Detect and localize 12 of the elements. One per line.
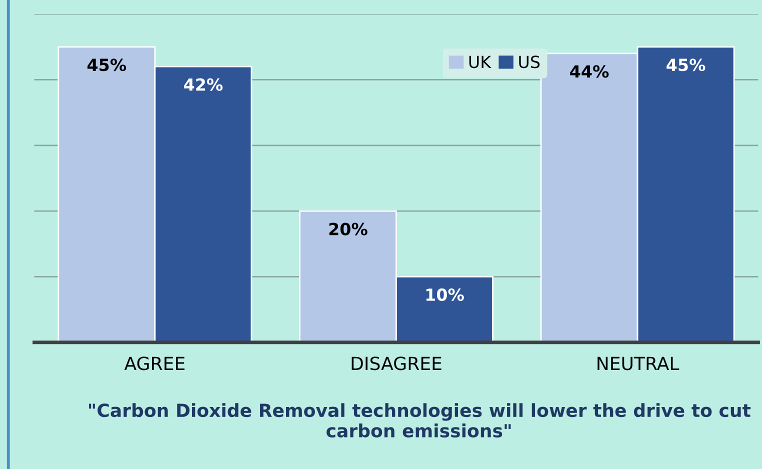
x-tick-label: NEUTRAL: [598, 356, 680, 370]
legend-label: UK: [469, 56, 492, 68]
x-tick-label: AGREE: [124, 356, 184, 370]
data-label: 20%: [329, 222, 368, 236]
data-label: 45%: [666, 58, 706, 72]
text: "Carbon Dioxide Removal technologies will lower the drive to cut carbon emissions": [88, 403, 751, 438]
legend-label: US: [519, 56, 540, 68]
data-label: 44%: [570, 65, 609, 78]
data-label: 45%: [87, 58, 126, 72]
x-tick-label: DISAGREE: [352, 356, 442, 370]
data-label: 42%: [184, 78, 223, 91]
data-label: 10%: [426, 288, 464, 301]
